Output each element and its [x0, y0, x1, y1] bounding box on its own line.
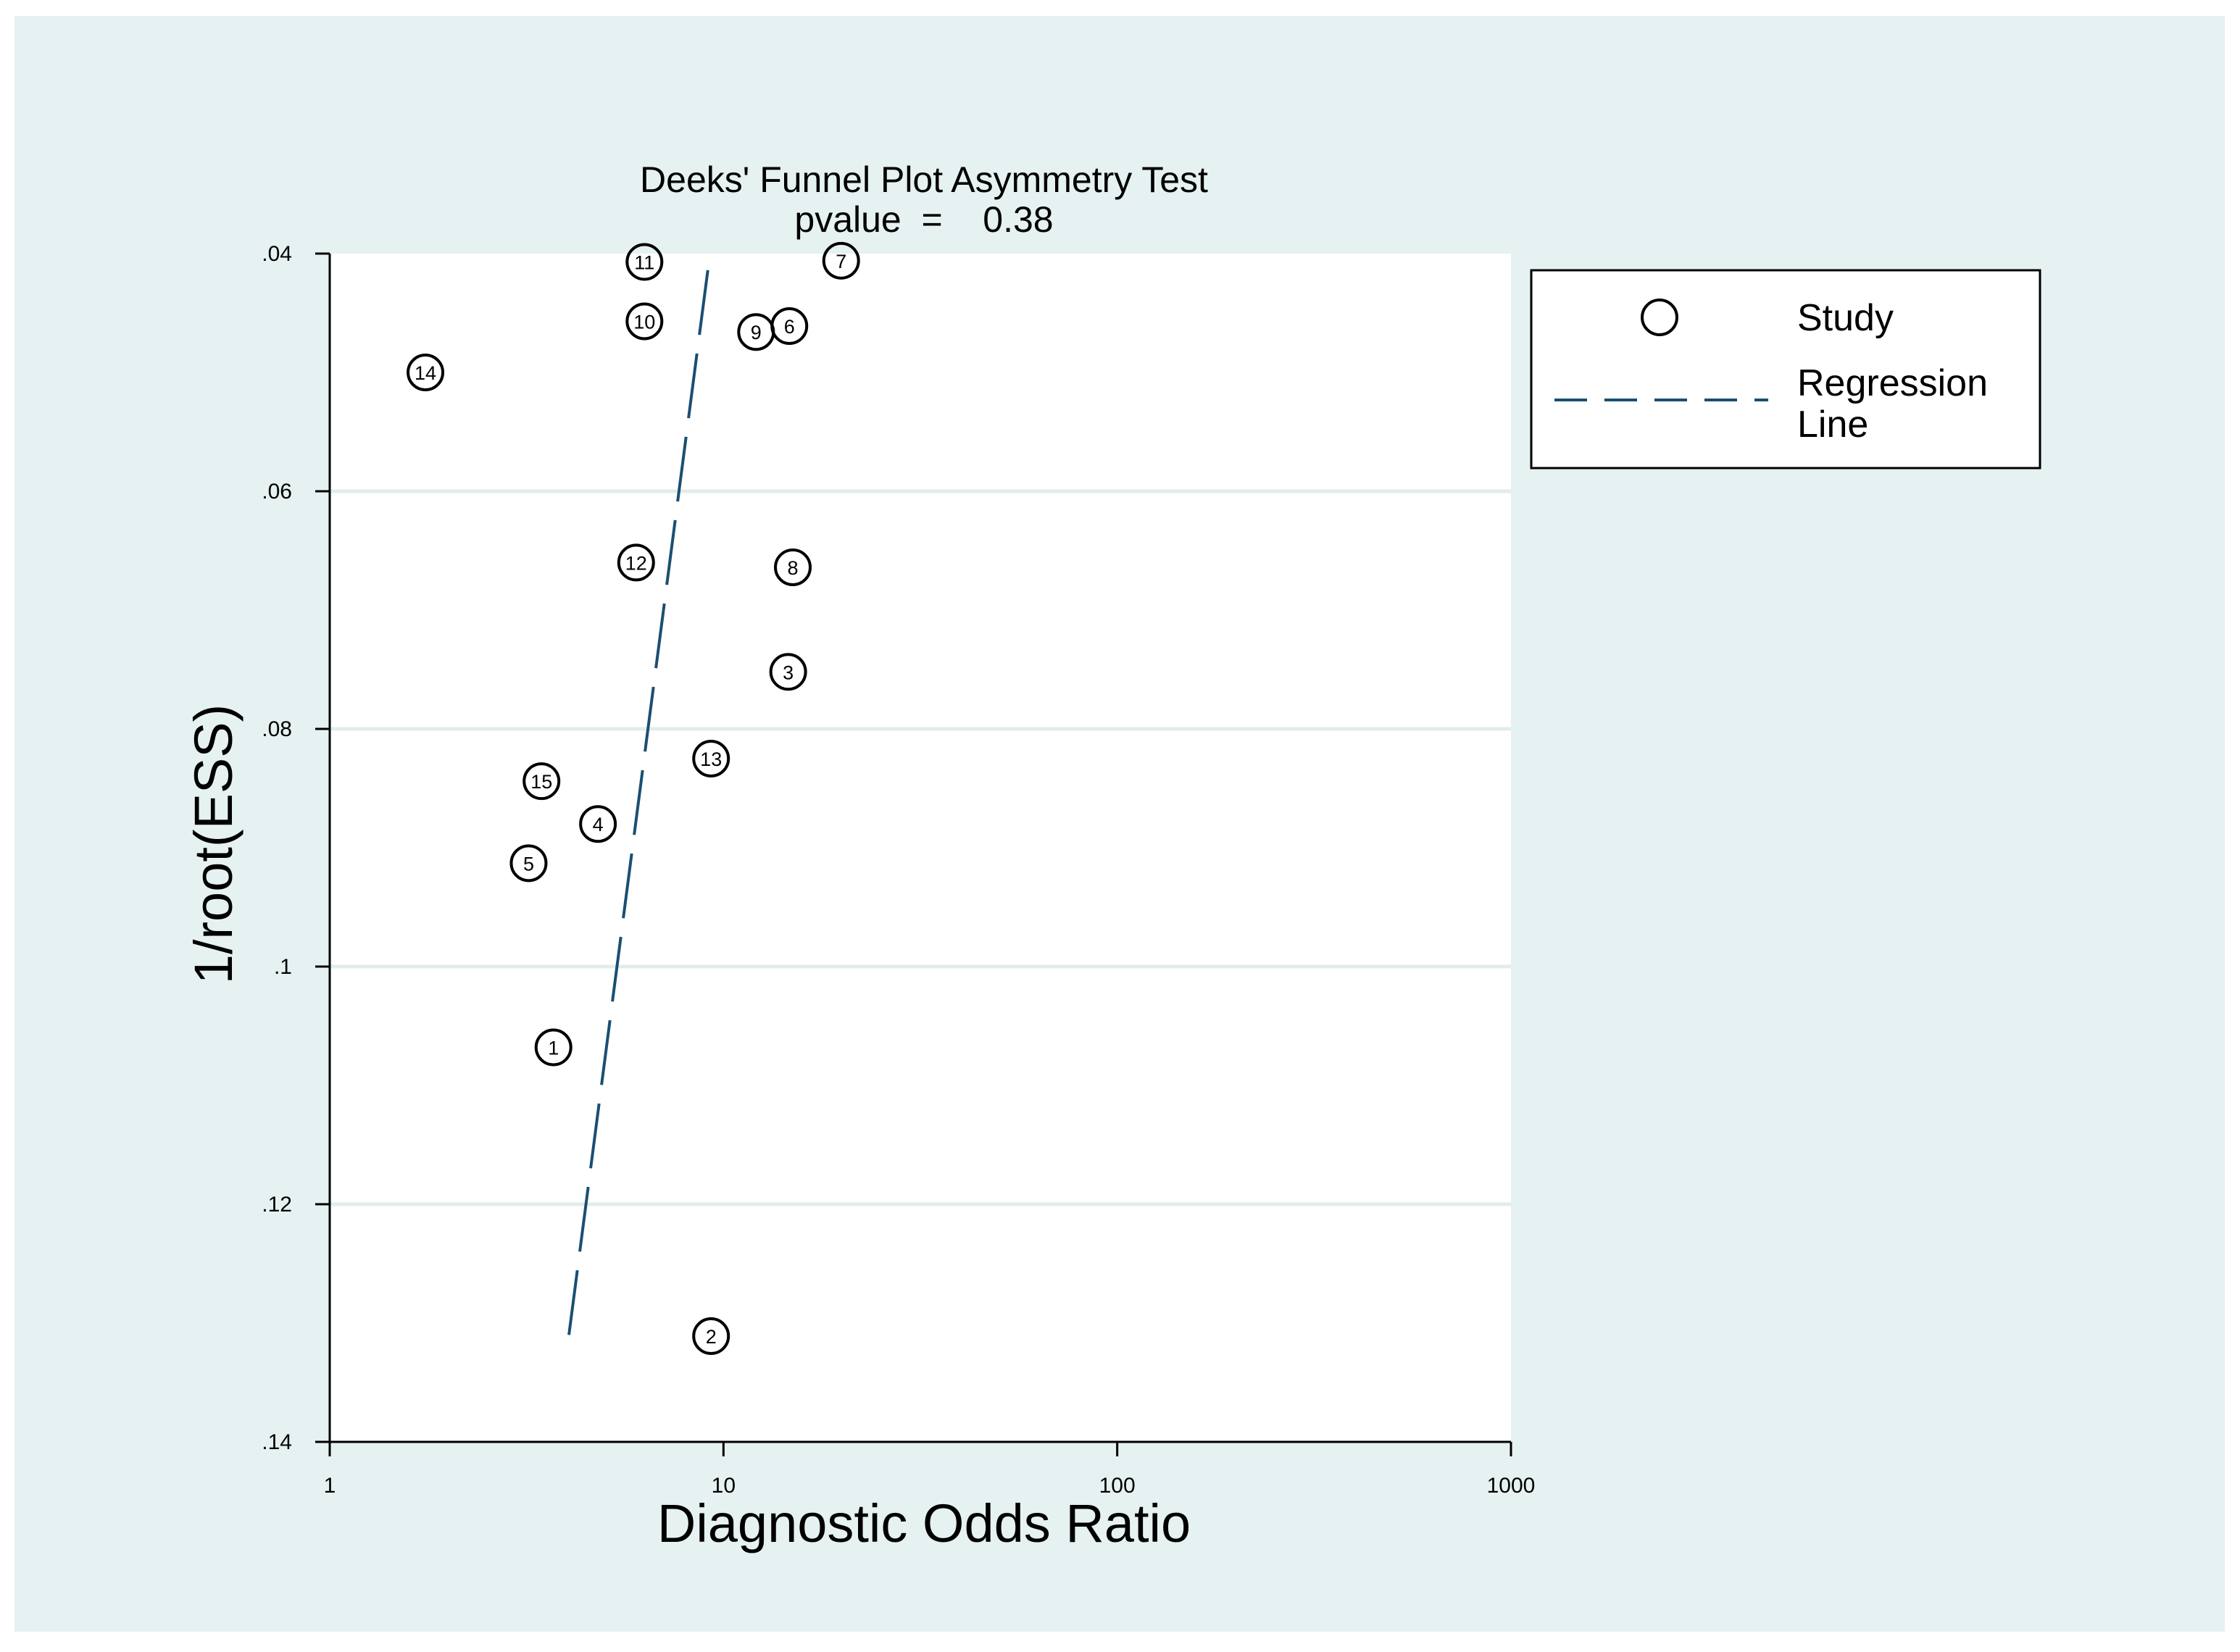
study-marker: [625, 302, 664, 341]
study-point-label: 4: [593, 814, 604, 835]
study-point: 9: [737, 313, 775, 351]
study-marker: [522, 762, 561, 801]
chart-subtitle: pvalue = 0.38: [794, 199, 1053, 240]
axes: [328, 254, 1511, 1443]
study-point: 12: [617, 543, 655, 582]
regression-line-series: [567, 259, 711, 1335]
x-tick-label: 100: [1099, 1474, 1136, 1498]
x-tick-label: 10: [712, 1474, 736, 1498]
x-axis-label: Diagnostic Odds Ratio: [657, 1493, 1191, 1553]
study-marker: [509, 844, 548, 883]
grid-lines: [330, 489, 1511, 1206]
chart-title: Deeks' Funnel Plot Asymmetry Test: [640, 159, 1208, 200]
study-point-label: 11: [634, 251, 654, 273]
tick-marks-and-labels: .04 .06 .08 .1 .12 .14 1 10 100 1000: [262, 242, 1535, 1498]
study-marker: [617, 543, 655, 582]
study-point-label: 12: [625, 552, 647, 574]
study-point: 8: [774, 548, 812, 586]
y-tick-label: .06: [262, 480, 292, 504]
study-point: 10: [625, 302, 664, 341]
study-point: 1: [534, 1028, 573, 1067]
study-point-label: 13: [700, 748, 722, 770]
study-marker: [692, 740, 730, 777]
legend: Study Regression Line: [1530, 269, 2041, 470]
study-point-label: 3: [783, 662, 794, 683]
study-point-label: 14: [415, 362, 436, 384]
study-marker: [769, 653, 807, 691]
y-axis-label: 1/root(ESS): [183, 704, 243, 985]
y-tick-label: .04: [262, 242, 292, 266]
study-point: 2: [692, 1317, 730, 1356]
study-point-label: 6: [784, 316, 795, 338]
study-point-label: 7: [836, 251, 846, 272]
y-tick-label: .1: [274, 955, 292, 979]
legend-box: [1530, 269, 2041, 470]
x-tick-label: 1: [324, 1474, 336, 1498]
study-point: 3: [769, 653, 807, 691]
regression-line: [567, 259, 711, 1335]
study-marker: [692, 1317, 730, 1356]
plot-area: [330, 254, 1511, 1442]
legend-regression-label-line1: Regression: [1797, 362, 1988, 404]
legend-study-label: Study: [1797, 297, 1894, 339]
study-point: 14: [407, 354, 445, 391]
study-point: 7: [822, 241, 860, 280]
legend-study-marker: [1641, 299, 1678, 336]
study-point-label: 8: [787, 557, 798, 579]
study-marker: [625, 243, 664, 281]
study-point: 5: [509, 844, 548, 883]
study-point-label: 9: [751, 322, 762, 343]
study-point: 13: [692, 740, 730, 777]
y-tick-label: .14: [262, 1430, 292, 1454]
x-tick-label: 1000: [1487, 1474, 1536, 1498]
legend-regression-label-line2: Line: [1797, 404, 1868, 446]
study-point: 15: [522, 762, 561, 801]
y-tick-label: .12: [262, 1193, 292, 1217]
study-point-label: 15: [530, 771, 552, 793]
study-point-label: 1: [548, 1038, 559, 1059]
study-marker: [407, 354, 445, 391]
study-point-label: 2: [706, 1326, 717, 1348]
study-marker: [822, 241, 860, 280]
study-point: 4: [579, 805, 617, 843]
study-marker: [579, 805, 617, 843]
study-marker: [774, 548, 812, 586]
study-marker: [534, 1028, 573, 1067]
study-point-label: 5: [523, 853, 534, 875]
study-point: 11: [625, 243, 664, 281]
y-tick-label: .08: [262, 717, 292, 741]
study-point-label: 10: [633, 311, 655, 333]
study-marker: [737, 313, 775, 351]
